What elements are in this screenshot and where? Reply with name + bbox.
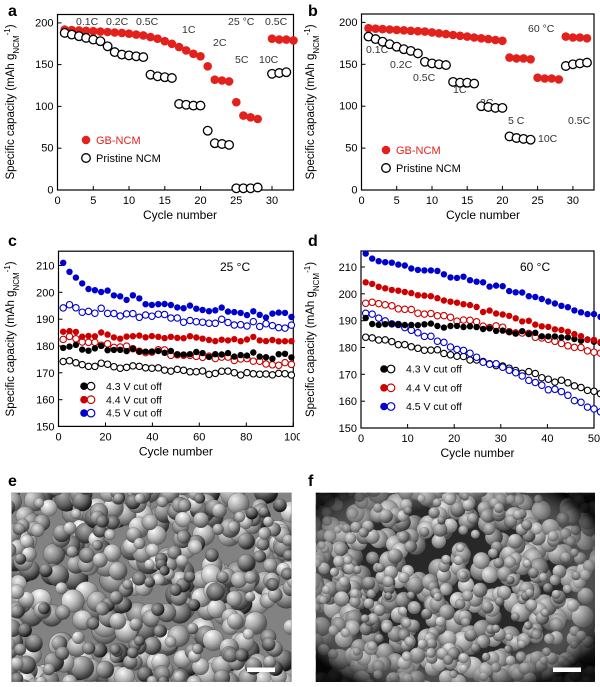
svg-text:160: 160 — [339, 396, 357, 408]
svg-text:30: 30 — [266, 195, 278, 207]
svg-text:160: 160 — [36, 395, 54, 407]
svg-text:25 °C: 25 °C — [220, 260, 250, 274]
svg-text:Pristine NCM: Pristine NCM — [396, 163, 461, 175]
svg-text:200: 200 — [35, 17, 53, 29]
svg-text:c: c — [8, 233, 17, 250]
svg-text:5 C: 5 C — [508, 115, 525, 127]
svg-text:4.4 V cut off: 4.4 V cut off — [406, 382, 462, 394]
svg-text:20: 20 — [194, 195, 206, 207]
svg-text:0.5C: 0.5C — [413, 72, 436, 84]
svg-text:4.5 V cut off: 4.5 V cut off — [406, 401, 462, 413]
svg-text:170: 170 — [339, 369, 357, 381]
svg-text:d: d — [308, 233, 318, 250]
svg-text:10C: 10C — [259, 54, 279, 66]
svg-text:50: 50 — [588, 433, 600, 445]
svg-text:10: 10 — [401, 433, 413, 445]
svg-text:4.4 V cut off: 4.4 V cut off — [106, 394, 162, 406]
svg-text:Cycle number: Cycle number — [143, 208, 217, 222]
svg-text:20: 20 — [448, 433, 460, 445]
svg-text:0.5C: 0.5C — [568, 115, 591, 127]
svg-text:30: 30 — [567, 195, 579, 207]
svg-text:Pristine NCM: Pristine NCM — [96, 153, 161, 165]
svg-text:150: 150 — [339, 423, 357, 435]
svg-text:30: 30 — [495, 433, 507, 445]
svg-text:4.3 V cut off: 4.3 V cut off — [406, 364, 462, 376]
svg-text:25: 25 — [531, 195, 543, 207]
svg-text:0: 0 — [358, 195, 364, 207]
svg-text:15: 15 — [159, 195, 171, 207]
svg-text:5C: 5C — [235, 54, 249, 66]
svg-text:60: 60 — [193, 432, 205, 444]
svg-text:200: 200 — [36, 287, 54, 299]
svg-text:200: 200 — [339, 289, 357, 301]
svg-text:25 °C: 25 °C — [228, 16, 255, 28]
svg-text:210: 210 — [36, 261, 54, 273]
svg-text:40: 40 — [146, 432, 158, 444]
svg-text:f: f — [308, 473, 314, 490]
svg-text:GB-NCM: GB-NCM — [396, 145, 441, 157]
svg-text:5: 5 — [394, 195, 400, 207]
svg-text:0: 0 — [54, 195, 60, 207]
svg-text:10: 10 — [426, 195, 438, 207]
svg-text:4.3 V cut off: 4.3 V cut off — [106, 381, 162, 393]
svg-text:Cycle number: Cycle number — [440, 446, 514, 460]
svg-text:190: 190 — [339, 316, 357, 328]
svg-text:190: 190 — [36, 314, 54, 326]
svg-text:150: 150 — [35, 59, 53, 71]
svg-text:0.5C: 0.5C — [265, 16, 288, 28]
svg-text:0.2C: 0.2C — [106, 16, 129, 28]
svg-text:0: 0 — [351, 185, 357, 197]
svg-text:100: 100 — [339, 101, 357, 113]
svg-text:60 °C: 60 °C — [528, 23, 555, 35]
svg-text:50: 50 — [41, 143, 53, 155]
svg-text:e: e — [8, 473, 17, 490]
svg-text:4.5 V cut off: 4.5 V cut off — [106, 408, 162, 420]
svg-text:b: b — [308, 3, 318, 20]
svg-text:60 °C: 60 °C — [520, 260, 550, 274]
svg-text:150: 150 — [339, 59, 357, 71]
svg-text:150: 150 — [36, 422, 54, 434]
svg-text:40: 40 — [541, 433, 553, 445]
svg-text:5: 5 — [90, 195, 96, 207]
svg-text:0: 0 — [358, 433, 364, 445]
svg-text:180: 180 — [339, 343, 357, 355]
svg-text:80: 80 — [240, 432, 252, 444]
svg-text:2C: 2C — [213, 37, 227, 49]
svg-text:50: 50 — [345, 143, 357, 155]
svg-text:15: 15 — [461, 195, 473, 207]
svg-text:20: 20 — [496, 195, 508, 207]
svg-text:Cycle number: Cycle number — [446, 208, 520, 222]
svg-text:0.2C: 0.2C — [390, 59, 413, 71]
svg-text:170: 170 — [36, 368, 54, 380]
svg-text:100: 100 — [35, 101, 53, 113]
svg-text:25: 25 — [230, 195, 242, 207]
svg-text:10: 10 — [123, 195, 135, 207]
svg-text:100: 100 — [284, 432, 300, 444]
svg-text:20: 20 — [99, 432, 111, 444]
svg-text:Cycle number: Cycle number — [139, 445, 213, 459]
svg-text:1C: 1C — [182, 24, 196, 36]
svg-text:a: a — [8, 3, 17, 20]
svg-text:0: 0 — [47, 185, 53, 197]
svg-text:10C: 10C — [538, 133, 558, 145]
svg-text:0.5C: 0.5C — [136, 16, 159, 28]
svg-text:0: 0 — [55, 432, 61, 444]
svg-text:180: 180 — [36, 341, 54, 353]
svg-text:GB-NCM: GB-NCM — [96, 135, 141, 147]
svg-text:210: 210 — [339, 262, 357, 274]
svg-text:200: 200 — [339, 17, 357, 29]
